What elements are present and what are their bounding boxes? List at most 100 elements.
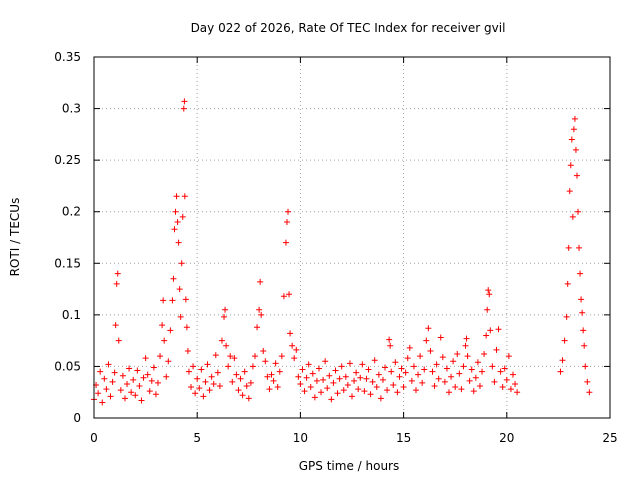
y-tick-label: 0.1	[62, 308, 81, 322]
x-tick-label: 20	[499, 431, 514, 445]
data-point	[322, 358, 329, 365]
data-point	[572, 146, 579, 153]
data-point	[159, 322, 166, 329]
data-point	[466, 377, 473, 384]
data-point	[584, 378, 591, 385]
data-point	[101, 375, 108, 382]
data-point	[229, 378, 236, 385]
data-point	[448, 373, 455, 380]
data-point	[582, 363, 589, 370]
data-point	[557, 368, 564, 375]
data-point	[384, 387, 391, 394]
data-point	[231, 355, 238, 362]
data-point	[212, 352, 219, 359]
data-point	[272, 360, 279, 367]
data-point	[431, 383, 438, 390]
data-point	[291, 355, 298, 362]
data-point	[280, 293, 287, 300]
y-tick-label: 0.15	[54, 256, 81, 270]
data-point	[349, 393, 355, 400]
data-point	[179, 213, 186, 220]
data-point	[225, 363, 232, 370]
data-point	[309, 370, 316, 377]
data-point	[344, 381, 351, 388]
data-point	[493, 346, 500, 353]
data-point	[579, 309, 586, 316]
data-point	[185, 368, 192, 375]
data-point	[112, 322, 119, 329]
data-point	[196, 385, 203, 392]
data-point	[476, 383, 483, 390]
data-point	[464, 353, 471, 360]
data-point	[406, 344, 413, 351]
data-point	[509, 371, 516, 378]
data-point	[586, 389, 593, 396]
data-point	[427, 347, 434, 354]
data-point	[361, 388, 368, 395]
data-point	[247, 379, 254, 386]
data-point	[223, 342, 230, 349]
data-point	[170, 275, 177, 282]
data-point	[571, 115, 578, 122]
axes: 0 0.05 0.1 0.15 0.2 0.25 0.3 0.35 0 5 10 15 20 25	[54, 50, 617, 445]
data-point	[463, 335, 470, 342]
data-point	[398, 365, 405, 372]
data-point	[484, 306, 491, 313]
data-point	[365, 366, 372, 373]
data-point	[130, 376, 137, 383]
data-point	[301, 388, 308, 395]
data-point	[503, 376, 510, 383]
data-point	[299, 366, 306, 373]
grid-lines	[94, 57, 610, 418]
data-point	[264, 373, 271, 380]
data-point	[270, 377, 277, 384]
data-point	[167, 327, 174, 334]
data-point	[373, 384, 380, 391]
data-point	[435, 375, 442, 382]
data-point	[128, 389, 135, 396]
data-point	[559, 357, 566, 364]
data-point	[568, 136, 575, 143]
data-point	[278, 353, 285, 360]
data-point	[353, 369, 360, 376]
data-point	[260, 347, 267, 354]
data-point	[115, 337, 122, 344]
x-tick-label: 25	[602, 431, 617, 445]
data-point	[485, 287, 492, 294]
plot-frame	[93, 56, 611, 419]
x-tick-label: 0	[90, 431, 98, 445]
x-axis-label: GPS time / hours	[299, 459, 400, 473]
data-point	[148, 377, 155, 384]
data-point	[566, 188, 573, 195]
data-point	[286, 291, 293, 298]
data-point	[111, 369, 118, 376]
data-point	[569, 213, 576, 220]
data-point	[340, 387, 347, 394]
data-point	[328, 396, 335, 403]
data-point	[161, 337, 168, 344]
data-point	[97, 368, 104, 375]
data-points	[91, 98, 593, 406]
data-point	[305, 361, 312, 368]
y-tick-label: 0.2	[62, 205, 81, 219]
data-point	[251, 353, 258, 360]
data-point	[497, 368, 504, 375]
data-point	[297, 380, 304, 387]
data-point	[377, 395, 384, 402]
data-point	[577, 270, 584, 277]
data-point	[178, 260, 185, 267]
data-point	[293, 346, 300, 353]
data-point	[194, 375, 201, 382]
data-point	[355, 386, 362, 393]
data-point	[456, 370, 463, 377]
data-point	[202, 378, 209, 385]
data-point	[561, 337, 568, 344]
data-point	[144, 371, 151, 378]
data-point	[567, 162, 574, 169]
data-point	[388, 368, 395, 375]
data-point	[421, 366, 428, 373]
data-point	[437, 334, 444, 341]
data-point	[176, 286, 183, 293]
data-point	[386, 336, 393, 343]
